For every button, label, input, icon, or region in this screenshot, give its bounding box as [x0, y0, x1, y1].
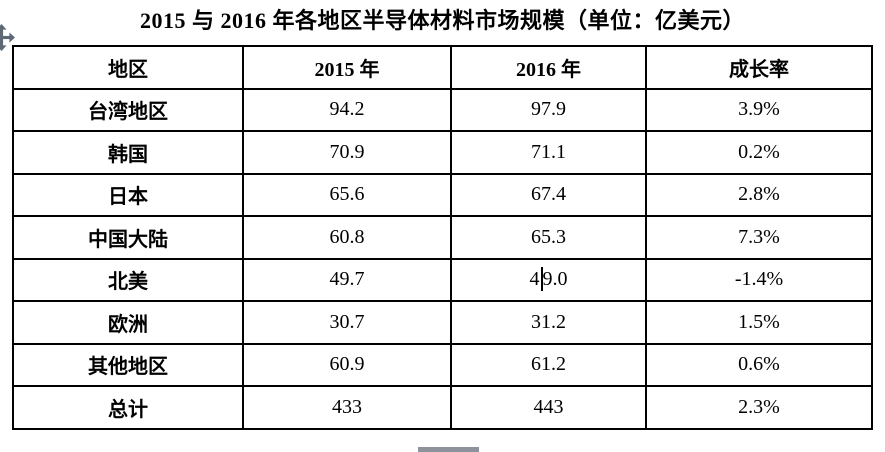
text-cursor — [540, 266, 543, 291]
cell-growth[interactable]: 0.2% — [645, 130, 873, 175]
cell-2015[interactable]: 60.9 — [242, 342, 452, 387]
header-growth[interactable]: 成长率 — [645, 45, 873, 90]
table-row: 中国大陆 60.8 65.3 7.3% — [12, 215, 873, 260]
cell-growth[interactable]: -1.4% — [645, 257, 873, 302]
cell-region[interactable]: 其他地区 — [12, 342, 244, 387]
cell-region[interactable]: 欧洲 — [12, 300, 244, 345]
header-2015[interactable]: 2015 年 — [242, 45, 452, 90]
cell-2015[interactable]: 433 — [242, 385, 452, 430]
cell-2016-with-cursor[interactable]: 4 9.0 — [450, 257, 647, 302]
cell-region[interactable]: 北美 — [12, 257, 244, 302]
table-row: 北美 49.7 4 9.0 -1.4% — [12, 257, 873, 302]
table-row: 日本 65.6 67.4 2.8% — [12, 172, 873, 217]
cell-2016[interactable]: 67.4 — [450, 172, 647, 217]
cell-2015[interactable]: 65.6 — [242, 172, 452, 217]
header-row: 地区 2015 年 2016 年 成长率 — [12, 45, 873, 90]
cell-growth[interactable]: 2.3% — [645, 385, 873, 430]
cell-region[interactable]: 总计 — [12, 385, 244, 430]
table-row: 韩国 70.9 71.1 0.2% — [12, 130, 873, 175]
cell-2015[interactable]: 94.2 — [242, 87, 452, 132]
horizontal-scrollbar-thumb[interactable] — [418, 447, 479, 452]
cell-growth[interactable]: 3.9% — [645, 87, 873, 132]
market-size-table: 地区 2015 年 2016 年 成长率 台湾地区 94.2 97.9 3.9%… — [12, 45, 873, 430]
text-after-cursor: 9.0 — [542, 267, 568, 290]
table-row: 其他地区 60.9 61.2 0.6% — [12, 342, 873, 387]
cell-2016[interactable]: 61.2 — [450, 342, 647, 387]
cell-2016[interactable]: 443 — [450, 385, 647, 430]
cell-region[interactable]: 日本 — [12, 172, 244, 217]
cell-2015[interactable]: 60.8 — [242, 215, 452, 260]
header-2016[interactable]: 2016 年 — [450, 45, 647, 90]
table-row: 总计 433 443 2.3% — [12, 385, 873, 430]
table-move-handle-icon[interactable] — [0, 24, 15, 51]
table-row: 欧洲 30.7 31.2 1.5% — [12, 300, 873, 345]
header-region[interactable]: 地区 — [12, 45, 244, 90]
cell-2016[interactable]: 71.1 — [450, 130, 647, 175]
cell-2015[interactable]: 70.9 — [242, 130, 452, 175]
cell-growth[interactable]: 7.3% — [645, 215, 873, 260]
cell-region[interactable]: 中国大陆 — [12, 215, 244, 260]
cell-region[interactable]: 台湾地区 — [12, 87, 244, 132]
cell-growth[interactable]: 0.6% — [645, 342, 873, 387]
table-title: 2015 与 2016 年各地区半导体材料市场规模（单位：亿美元） — [139, 8, 745, 33]
table-row: 台湾地区 94.2 97.9 3.9% — [12, 87, 873, 132]
cell-region[interactable]: 韩国 — [12, 130, 244, 175]
cell-2016[interactable]: 31.2 — [450, 300, 647, 345]
cell-growth[interactable]: 1.5% — [645, 300, 873, 345]
cell-2015[interactable]: 49.7 — [242, 257, 452, 302]
cell-growth[interactable]: 2.8% — [645, 172, 873, 217]
cell-2016[interactable]: 97.9 — [450, 87, 647, 132]
cell-2015[interactable]: 30.7 — [242, 300, 452, 345]
text-before-cursor: 4 — [529, 267, 540, 290]
cell-2016[interactable]: 65.3 — [450, 215, 647, 260]
